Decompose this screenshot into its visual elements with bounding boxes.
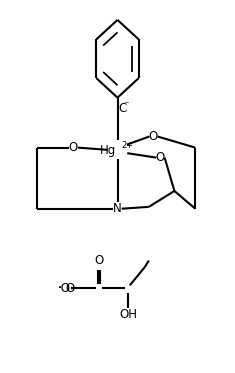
Text: •: • xyxy=(58,285,62,291)
Text: O: O xyxy=(149,130,158,143)
Text: O: O xyxy=(94,254,104,267)
Text: O: O xyxy=(65,282,74,295)
Text: OH: OH xyxy=(119,308,137,321)
Text: ⁻: ⁻ xyxy=(123,100,129,110)
Text: O: O xyxy=(156,151,165,164)
Text: ·O: ·O xyxy=(58,282,70,295)
Text: 2+: 2+ xyxy=(122,141,134,150)
Text: C: C xyxy=(119,103,127,116)
Text: O: O xyxy=(69,141,78,154)
Text: Hg: Hg xyxy=(100,144,116,157)
Text: N: N xyxy=(113,202,122,215)
